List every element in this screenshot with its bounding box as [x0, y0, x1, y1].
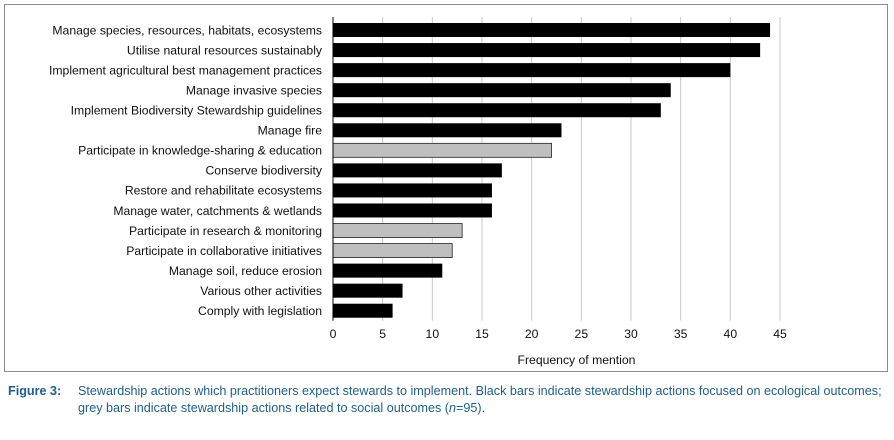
x-tick-label: 15	[475, 327, 489, 341]
bar-1	[333, 23, 771, 38]
category-label: Manage species, resources, habitats, eco…	[52, 23, 322, 37]
x-tick-label: 35	[674, 327, 688, 341]
category-label: Manage fire	[258, 124, 323, 138]
category-label: Participate in collaborative initiatives	[126, 244, 322, 258]
caption-line-2: grey bars indicate stewardship actions r…	[8, 400, 890, 417]
bar-4	[333, 83, 671, 98]
tick-labels: 0 5 10 15 20 25 30 35 40 45	[330, 327, 787, 341]
category-label: Manage soil, reduce erosion	[169, 264, 322, 278]
bar-13	[333, 263, 443, 278]
category-label: Manage invasive species	[186, 83, 322, 97]
caption-text-2a: grey bars indicate stewardship actions r…	[78, 401, 449, 415]
category-label: Comply with legislation	[198, 304, 322, 318]
bar-2	[333, 43, 761, 58]
bar-chart: Manage species, resources, habitats, eco…	[49, 17, 787, 367]
category-labels: Manage species, resources, habitats, eco…	[49, 23, 323, 318]
category-label: Implement Biodiversity Stewardship guide…	[71, 104, 322, 118]
category-label: Implement agricultural best management p…	[49, 63, 322, 77]
caption-text-1: Stewardship actions which practitioners …	[78, 384, 882, 398]
caption-line-1: Figure 3: Stewardship actions which pract…	[8, 383, 890, 400]
x-tick-label: 10	[426, 327, 440, 341]
category-label: Restore and rehabilitate ecosystems	[125, 184, 322, 198]
category-label: Conserve biodiversity	[205, 164, 322, 178]
bar-3	[333, 63, 731, 78]
bar-10	[333, 203, 492, 218]
bars	[332, 23, 771, 318]
chart-frame: Manage species, resources, habitats, eco…	[4, 4, 888, 372]
bar-11	[332, 223, 463, 238]
caption-n-symbol: n	[449, 401, 457, 415]
bar-14	[333, 283, 403, 298]
category-label: Manage water, catchments & wetlands	[113, 204, 322, 218]
caption-figure-label: Figure 3:	[8, 384, 62, 398]
x-tick-label: 25	[575, 327, 589, 341]
category-label: Participate in knowledge-sharing & educa…	[78, 144, 322, 158]
x-tick-label: 45	[773, 327, 787, 341]
bar-8	[333, 163, 502, 178]
category-label: Various other activities	[200, 284, 322, 298]
bar-5	[333, 103, 661, 118]
bar-7	[332, 142, 552, 158]
bar-15	[333, 303, 393, 318]
figure-caption: Figure 3: Stewardship actions which pract…	[8, 383, 890, 417]
x-tick-label: 0	[330, 327, 337, 341]
bar-6	[333, 123, 562, 138]
x-tick-label: 20	[525, 327, 539, 341]
x-tick-label: 40	[724, 327, 738, 341]
x-tick-label: 5	[379, 327, 386, 341]
category-label: Utilise natural resources sustainably	[127, 43, 323, 57]
x-tick-label: 30	[624, 327, 638, 341]
bar-12	[332, 243, 453, 258]
bar-9	[333, 183, 492, 198]
caption-text-2b: =95).	[456, 401, 486, 415]
x-axis-title: Frequency of mention	[518, 353, 636, 367]
category-label: Participate in research & monitoring	[129, 224, 322, 238]
